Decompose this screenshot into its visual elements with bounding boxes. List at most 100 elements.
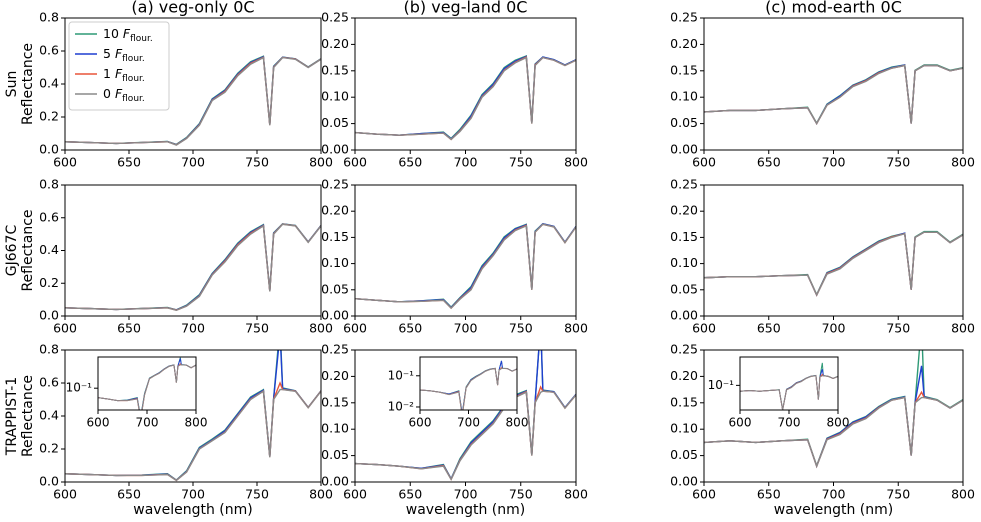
y-tick-label: 0.15 bbox=[670, 229, 698, 244]
x-tick-label: 650 bbox=[117, 487, 141, 502]
panel-title: (a) veg-only 0C bbox=[131, 0, 254, 17]
x-tick-label: 600 bbox=[343, 487, 367, 502]
y-tick-label: 0.8 bbox=[39, 177, 59, 192]
y-tick-label: 0.2 bbox=[39, 109, 59, 124]
x-tick-label: 700 bbox=[454, 487, 478, 502]
x-tick-label: 700 bbox=[181, 155, 205, 170]
axes-frame bbox=[354, 17, 577, 151]
x-tick-label: 750 bbox=[245, 321, 269, 336]
y-tick-label: 0.15 bbox=[321, 229, 349, 244]
series-line bbox=[355, 223, 576, 310]
series-line bbox=[355, 55, 576, 140]
x-tick-label: 700 bbox=[181, 487, 205, 502]
series-group bbox=[704, 350, 963, 469]
x-tick-label: 600 bbox=[87, 416, 110, 430]
y-tick-label: 0.20 bbox=[321, 368, 349, 383]
x-tick-label: 750 bbox=[886, 487, 910, 502]
legend-label-part: flour. bbox=[122, 74, 145, 84]
x-tick-label: 700 bbox=[822, 487, 846, 502]
series-line bbox=[420, 367, 517, 410]
legend-label-part: flour. bbox=[122, 54, 145, 64]
legend-label-part: F bbox=[115, 86, 123, 101]
series-line bbox=[704, 64, 963, 126]
axes-frame bbox=[64, 184, 322, 317]
x-tick-label: 650 bbox=[757, 321, 781, 336]
y-tick-label: 0.25 bbox=[321, 10, 349, 25]
series-line bbox=[65, 223, 321, 312]
y-tick-label: 10⁻¹ bbox=[388, 368, 415, 382]
x-tick-label: 800 bbox=[309, 487, 333, 502]
legend-label-part: flour. bbox=[122, 94, 145, 104]
y-tick-label: 10⁻¹ bbox=[708, 378, 735, 392]
y-tick-label: 0.20 bbox=[321, 36, 349, 51]
x-tick-label: 700 bbox=[454, 321, 478, 336]
series-group bbox=[704, 64, 963, 126]
y-axis-label: Reflectance bbox=[20, 209, 36, 291]
x-tick-label: 800 bbox=[564, 321, 588, 336]
x-tick-label: 600 bbox=[53, 155, 77, 170]
series-line bbox=[740, 375, 838, 410]
axes-frame bbox=[354, 184, 577, 317]
legend-label-part: 10 bbox=[103, 26, 123, 41]
x-tick-label: 600 bbox=[729, 416, 752, 430]
y-tick-label: 0.10 bbox=[670, 255, 698, 270]
legend-label-part: F bbox=[115, 46, 123, 61]
series-line bbox=[704, 64, 963, 125]
x-tick-label: 700 bbox=[181, 321, 205, 336]
x-tick-label: 700 bbox=[454, 155, 478, 170]
x-tick-label: 800 bbox=[951, 487, 975, 502]
x-tick-label: 700 bbox=[822, 155, 846, 170]
series-group bbox=[98, 357, 196, 410]
y-tick-label: 0.25 bbox=[321, 177, 349, 192]
x-tick-label: 650 bbox=[398, 321, 422, 336]
inset-background bbox=[740, 357, 838, 410]
y-tick-label: 0.0 bbox=[39, 474, 59, 489]
y-tick-label: 0.05 bbox=[670, 281, 698, 296]
series-line bbox=[355, 223, 576, 310]
y-tick-label: 0.05 bbox=[670, 115, 698, 130]
y-tick-label: 0.15 bbox=[670, 62, 698, 77]
x-axis-label: wavelength (nm) bbox=[774, 502, 893, 518]
x-tick-label: 750 bbox=[886, 155, 910, 170]
x-axis-label: wavelength (nm) bbox=[406, 502, 525, 518]
series-line bbox=[355, 390, 576, 481]
y-tick-label: 0.20 bbox=[321, 203, 349, 218]
y-tick-label: 0.00 bbox=[670, 308, 698, 323]
x-tick-label: 800 bbox=[951, 321, 975, 336]
series-group bbox=[65, 350, 321, 482]
x-tick-label: 650 bbox=[117, 155, 141, 170]
series-line bbox=[704, 231, 963, 297]
y-tick-label: 0.8 bbox=[39, 342, 59, 357]
y-tick-label: 0.25 bbox=[670, 342, 698, 357]
y-tick-label: 0.15 bbox=[321, 62, 349, 77]
series-line bbox=[65, 56, 321, 146]
y-tick-label: 0.25 bbox=[321, 342, 349, 357]
series-line bbox=[355, 56, 576, 141]
series-line bbox=[704, 396, 963, 469]
x-tick-label: 800 bbox=[564, 487, 588, 502]
row-label: TRAPPIST-1 bbox=[4, 377, 20, 456]
y-tick-label: 0.8 bbox=[39, 10, 59, 25]
axes-frame bbox=[703, 184, 964, 317]
y-tick-label: 10⁻² bbox=[388, 399, 415, 413]
series-line bbox=[704, 231, 963, 297]
row-label: Sun bbox=[4, 71, 20, 98]
x-tick-label: 800 bbox=[185, 416, 208, 430]
y-tick-label: 0.0 bbox=[39, 308, 59, 323]
legend-label: 1 Fflour. bbox=[103, 66, 145, 84]
y-tick-label: 0.05 bbox=[321, 447, 349, 462]
legend-label: 5 Fflour. bbox=[103, 46, 145, 64]
series-line bbox=[704, 64, 963, 126]
x-tick-label: 800 bbox=[827, 416, 850, 430]
legend-label: 0 Fflour. bbox=[103, 86, 145, 104]
panel-title: (b) veg-land 0C bbox=[404, 0, 528, 17]
y-tick-label: 0.20 bbox=[670, 203, 698, 218]
y-tick-label: 0.0 bbox=[39, 142, 59, 157]
y-tick-label: 0.05 bbox=[321, 281, 349, 296]
x-tick-label: 750 bbox=[245, 155, 269, 170]
y-tick-label: 0.10 bbox=[670, 89, 698, 104]
series-group bbox=[420, 360, 517, 410]
legend-label-part: F bbox=[115, 66, 123, 81]
legend-label-part: flour. bbox=[130, 34, 153, 44]
y-tick-label: 0.6 bbox=[39, 209, 59, 224]
